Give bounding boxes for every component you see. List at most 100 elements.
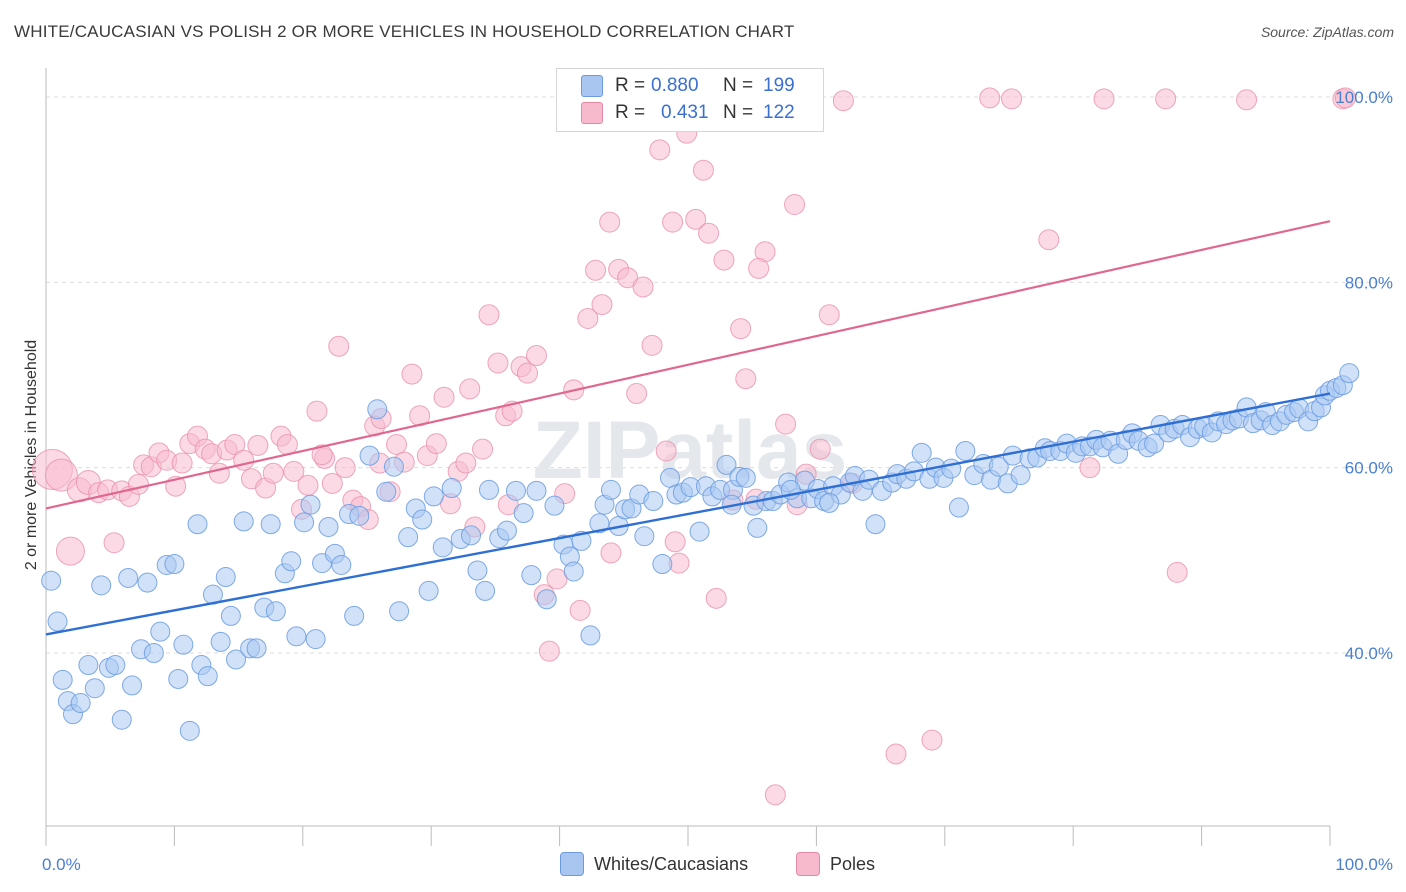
legend-item-poles[interactable]: Poles [796, 852, 875, 876]
poles-point [713, 249, 735, 271]
poles-point [433, 386, 455, 408]
x-tick-label-max: 100.0% [1335, 855, 1393, 874]
poles-point [517, 362, 538, 384]
whites-point [318, 516, 339, 537]
poles-legend-swatch [796, 852, 820, 876]
whites-point [941, 458, 962, 479]
poles-point [1334, 87, 1356, 109]
poles-point [459, 378, 481, 400]
whites-point [735, 467, 756, 488]
whites-point [331, 554, 352, 575]
whites-point [467, 560, 488, 581]
poles-point [425, 433, 447, 455]
stats-legend: R = 0.880 N = 199 R = 0.431 N = 122 [556, 68, 824, 132]
whites-point [179, 720, 200, 741]
whites-point [571, 530, 592, 551]
whites-legend-swatch [560, 852, 584, 876]
whites-point [496, 520, 517, 541]
poles-point [784, 193, 806, 215]
whites-point [173, 634, 194, 655]
whites-point [441, 478, 462, 499]
poles-point [809, 438, 831, 460]
whites-point [526, 480, 547, 501]
whites-legend-label: Whites/Caucasians [594, 853, 749, 874]
poles-point [224, 434, 246, 455]
whites-point [544, 495, 565, 516]
whites-point [423, 486, 444, 507]
poles-point [748, 257, 770, 279]
whites-point [168, 668, 189, 689]
whites-point [359, 445, 380, 466]
legend-item-whites[interactable]: Whites/Caucasians [560, 852, 748, 876]
whites-point [137, 572, 158, 593]
whites-point [819, 492, 840, 513]
poles-point [764, 784, 786, 806]
poles-point [127, 473, 149, 495]
poles-point [692, 159, 714, 181]
poles-point [655, 440, 677, 462]
whites-point [1339, 363, 1360, 384]
whites-point [47, 611, 68, 632]
whites-point [286, 626, 307, 647]
poles-point [311, 444, 333, 466]
poles-point [585, 259, 607, 281]
y-tick-label: 60.0% [1345, 459, 1393, 478]
whites-point [376, 481, 397, 502]
whites-point [911, 442, 932, 463]
whites-point [246, 638, 267, 659]
poles-point [641, 334, 663, 356]
poles-point [1155, 88, 1177, 110]
whites-point [265, 601, 286, 622]
whites-point [955, 440, 976, 461]
poles-point [698, 222, 720, 244]
poles-point [472, 438, 494, 460]
r-value-whites: 0.880 [651, 75, 699, 96]
whites-point [398, 527, 419, 548]
r-value-poles: 0.431 [661, 102, 709, 123]
poles-point [247, 434, 269, 456]
whites-point [1002, 445, 1023, 466]
whites-point [521, 565, 542, 586]
whites-point [478, 479, 499, 500]
poles-point [276, 434, 298, 455]
poles-point [487, 352, 509, 374]
n-label: N = [723, 75, 754, 96]
whites-point [580, 625, 601, 646]
poles-point [455, 452, 477, 474]
whites-point [600, 479, 621, 500]
poles-legend-label: Poles [830, 853, 876, 874]
poles-point [921, 729, 943, 751]
poles-point [1038, 229, 1060, 251]
whites-point [84, 678, 105, 699]
poles-point [306, 400, 328, 422]
whites-point [70, 693, 91, 714]
whites-point [78, 655, 99, 676]
poles-point [885, 743, 907, 765]
poles-point [262, 462, 284, 484]
n-value-whites: 199 [763, 75, 795, 96]
whites-point [418, 580, 439, 601]
whites-point [988, 456, 1009, 477]
whites-point [281, 551, 302, 572]
whites-point [210, 631, 231, 652]
poles-point [705, 587, 727, 609]
poles-point [735, 368, 757, 390]
whites-point [412, 509, 433, 530]
series-legend: Whites/Caucasians Poles [0, 852, 1406, 878]
whites-point [197, 666, 218, 687]
poles-point [103, 532, 125, 554]
whites-point [344, 605, 365, 626]
whites-point [1144, 433, 1165, 454]
whites-swatch [581, 75, 603, 97]
poles-point [979, 87, 1001, 109]
poles-point [297, 474, 319, 496]
whites-point [122, 675, 143, 696]
r-label: R = [615, 75, 646, 96]
poles-point [685, 208, 707, 230]
poles-point [1166, 561, 1188, 583]
whites-point [634, 526, 655, 547]
poles-point [569, 599, 591, 621]
whites-point [105, 655, 126, 676]
whites-point [643, 491, 664, 512]
